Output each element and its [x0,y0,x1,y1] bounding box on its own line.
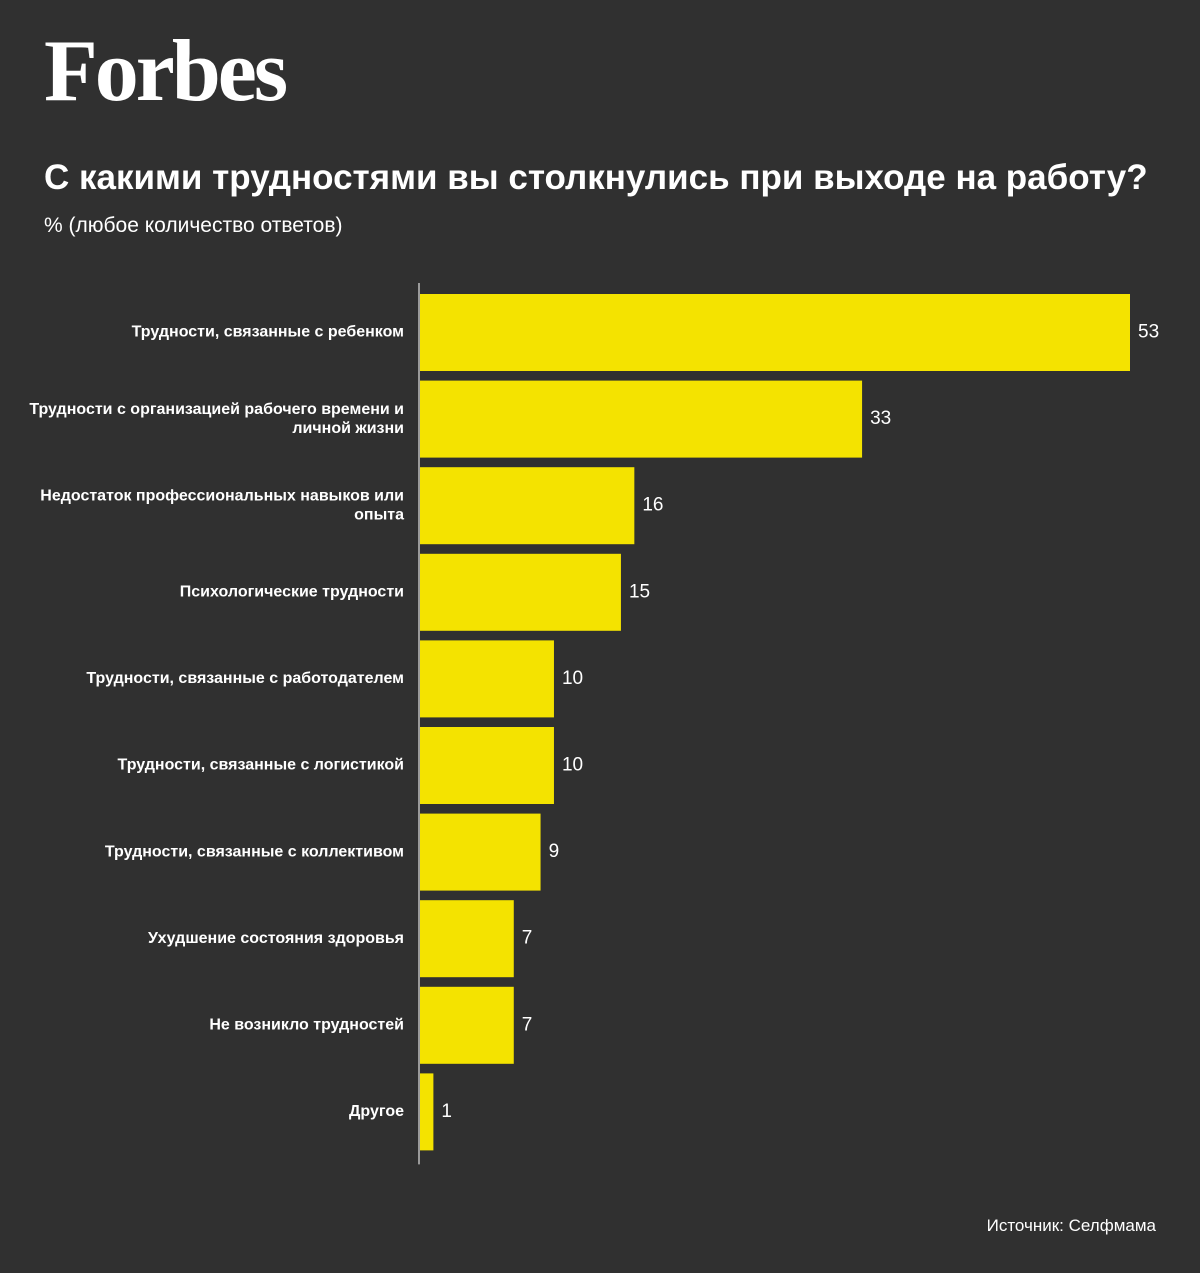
value-label-4: 15 [629,581,650,602]
value-label-2: 33 [870,408,891,429]
value-label-8: 7 [522,928,533,949]
chart-title: С какими трудностями вы столкнулись при … [44,158,1148,197]
bar-8 [420,900,514,978]
category-label-4: Психологические трудности [180,584,404,601]
category-label-8: Ухудшение состояния здоровья [148,930,404,947]
category-label-3: Недостаток профессиональных навыков или о… [40,487,404,523]
bar-6 [420,727,554,804]
category-label-6: Трудности, связанные с логистикой [118,757,404,774]
chart-subtitle: % (любое количество ответов) [44,214,343,237]
value-label-7: 9 [549,841,560,862]
category-label-5: Трудности, связанные с работодателем [86,670,404,687]
value-label-9: 7 [522,1014,533,1035]
bar-5 [420,640,554,718]
value-label-5: 10 [562,668,583,689]
category-label-9: Не возникло трудностей [209,1017,404,1034]
bar-4 [420,553,621,631]
value-label-10: 1 [441,1101,452,1122]
bar-10 [420,1073,434,1151]
category-label-7: Трудности, связанные с коллективом [105,843,404,860]
category-label-10: Другое [349,1103,404,1120]
category-label-1: Трудности, связанные с ребенком [132,324,404,341]
bar-7 [420,813,541,891]
value-label-6: 10 [562,755,583,776]
value-label-3: 16 [642,495,663,516]
bar-2 [420,380,863,458]
source-note: Источник: Селфмама [986,1216,1156,1235]
forbes-logo: Forbes [44,23,288,120]
bar-9 [420,986,514,1064]
bar-3 [420,467,635,545]
category-label-2: Трудности с организацией рабочего времен… [29,401,404,437]
bar-1 [420,294,1130,371]
value-label-1: 53 [1138,322,1159,343]
